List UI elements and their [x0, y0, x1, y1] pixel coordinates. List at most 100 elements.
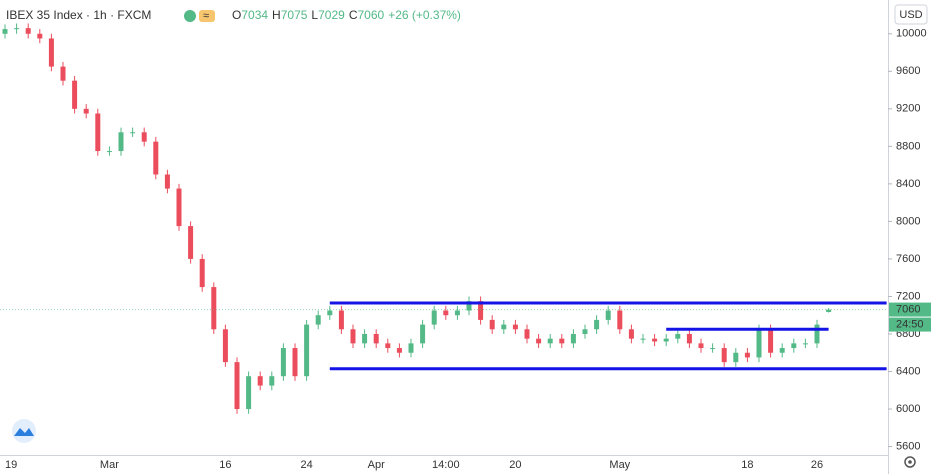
candle-body	[524, 329, 530, 339]
y-tick-label: 8400	[896, 178, 920, 190]
candle-body	[501, 324, 507, 330]
candle-body	[2, 29, 8, 34]
candle-body	[188, 226, 194, 259]
candle-body	[628, 329, 634, 339]
candle-body	[292, 348, 298, 377]
candle-body	[396, 348, 402, 353]
ohlc-value: 7075	[281, 8, 308, 22]
candle-body	[60, 66, 66, 81]
candle-body	[408, 343, 414, 353]
candle-body	[338, 310, 344, 330]
x-tick-label: 19	[5, 459, 17, 471]
symbol-title: IBEX 35 Index · 1h · FXCM	[6, 8, 151, 22]
candle-body	[362, 333, 368, 344]
candle-body	[710, 348, 716, 350]
status-icon[interactable]	[184, 10, 196, 22]
candle-body	[176, 188, 182, 227]
ohlc-label: C	[349, 8, 358, 22]
candle-body	[744, 352, 750, 358]
candle-body	[733, 352, 739, 363]
x-tick-label: May	[609, 459, 630, 471]
y-tick-label: 8000	[896, 215, 920, 227]
logo[interactable]	[12, 419, 36, 443]
candle-body	[304, 324, 310, 377]
candle-body	[512, 324, 518, 330]
currency-label: USD	[899, 9, 922, 21]
currency-button[interactable]	[894, 4, 928, 25]
y-tick-label: 7200	[896, 290, 920, 302]
candle-body	[431, 310, 437, 325]
candle-body	[605, 310, 611, 320]
y-tick-label: 9200	[896, 103, 920, 115]
x-tick-label: 14:00	[432, 459, 460, 471]
candle-body	[130, 132, 136, 134]
candle-body	[246, 376, 252, 410]
last-price-label: 7060	[896, 303, 920, 315]
x-tick-label: 26	[811, 459, 823, 471]
candle-body	[652, 338, 658, 342]
countdown-box	[889, 317, 931, 332]
candle-body	[675, 333, 681, 339]
ohlc-legend: O7034 H7075 L7029 C7060 +26 (+0.37%)	[232, 8, 461, 22]
candle-body	[373, 333, 379, 344]
session-icon[interactable]	[199, 10, 215, 22]
candle-body	[698, 343, 704, 349]
y-tick-label: 10000	[896, 28, 927, 40]
x-tick-label: Mar	[100, 459, 119, 471]
candle-body	[826, 309, 832, 313]
candle-body	[95, 113, 101, 152]
ohlc-value: 7029	[318, 8, 345, 22]
candle-body	[686, 333, 692, 344]
candle-body	[663, 338, 669, 342]
candle-body	[791, 343, 797, 349]
settings-icon[interactable]	[904, 456, 916, 468]
candle-body	[153, 141, 159, 175]
candle-body	[547, 338, 553, 344]
candle-body	[594, 319, 600, 330]
candle-body	[72, 80, 78, 109]
candle-body	[617, 310, 623, 330]
x-tick-label: Apr	[368, 459, 385, 471]
candle-body	[570, 333, 576, 344]
x-tick-label: 18	[741, 459, 753, 471]
candle-body	[141, 132, 147, 142]
ohlc-value: 7060	[357, 8, 384, 22]
ohlc-value: 7034	[241, 8, 268, 22]
candle-body	[327, 310, 333, 316]
change: +26 (+0.37%)	[388, 8, 461, 22]
candle-body	[640, 338, 646, 340]
candle-body	[14, 28, 20, 30]
candle-body	[489, 319, 495, 330]
candle-body	[779, 348, 785, 353]
candle-body	[48, 38, 54, 67]
candle-body	[536, 338, 542, 344]
candle-body	[211, 287, 217, 330]
session-glyph: ≈	[203, 10, 209, 22]
candle-body	[222, 329, 228, 363]
candle-body	[721, 348, 727, 363]
candle-body	[257, 376, 263, 386]
y-tick-label: 7600	[896, 253, 920, 265]
candle-body	[106, 151, 112, 153]
candle-body	[478, 301, 484, 320]
candle-body	[756, 329, 762, 358]
y-tick-label: 6000	[896, 403, 920, 415]
x-tick-label: 20	[509, 459, 521, 471]
candle-body	[768, 329, 774, 353]
y-tick-label: 5600	[896, 440, 920, 452]
candle-body	[814, 324, 820, 344]
plot-area	[2, 23, 887, 414]
candle-body	[582, 329, 588, 334]
candle-body	[559, 338, 565, 344]
candle-body	[385, 343, 391, 349]
candle-body	[443, 310, 449, 316]
last-price-box	[889, 302, 931, 317]
candle-body	[420, 324, 426, 344]
x-tick-label: 24	[300, 459, 312, 471]
ohlc-label: O	[232, 8, 241, 22]
candle-body	[802, 343, 808, 345]
candle-body	[280, 348, 286, 377]
